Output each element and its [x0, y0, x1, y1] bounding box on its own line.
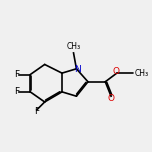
Text: F: F	[34, 107, 39, 116]
Text: F: F	[14, 87, 19, 96]
Text: CH₃: CH₃	[66, 42, 81, 51]
Text: O: O	[113, 67, 120, 76]
Text: CH₃: CH₃	[134, 69, 149, 78]
Text: N: N	[74, 66, 81, 74]
Text: F: F	[14, 70, 19, 79]
Text: O: O	[108, 94, 115, 103]
